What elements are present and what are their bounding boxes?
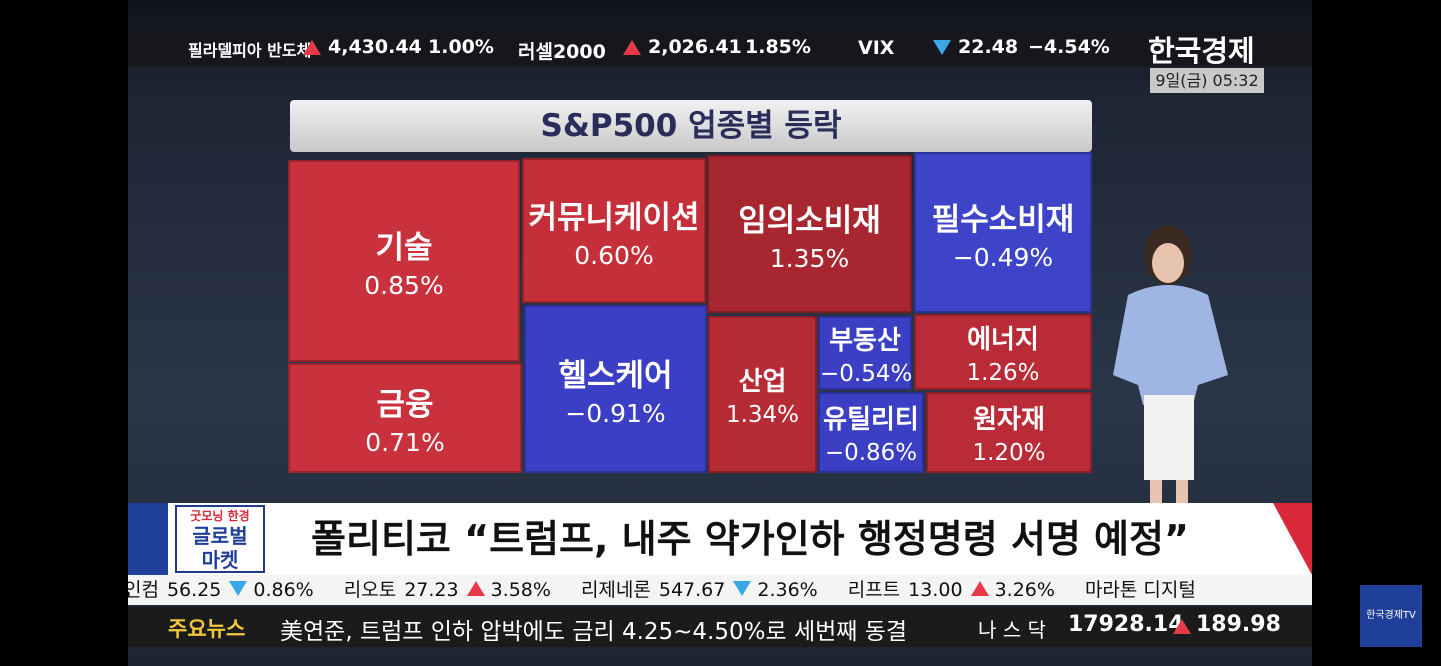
cell-value: −0.91% xyxy=(565,399,666,428)
headline: 폴리티코 “트럼프, 내주 약가인하 행정명령 서명 예정” xyxy=(311,517,1189,561)
stock-name: 리프트 xyxy=(847,579,901,601)
treemap-title: S&P500 업종별 등락 xyxy=(290,100,1092,152)
ticker-value: 2,026.41 xyxy=(648,36,742,58)
treemap-cell: 필수소비재 −0.49% xyxy=(914,152,1092,313)
cell-label: 유틸리티 xyxy=(823,405,919,435)
badge-line: 글로벌 xyxy=(192,524,248,548)
arrow-up xyxy=(970,581,989,596)
ticker-value: 22.48 xyxy=(958,36,1019,58)
treemap-cell: 커뮤니케이션 0.60% xyxy=(522,158,706,303)
treemap-cell: 헬스케어 −0.91% xyxy=(524,305,707,473)
ticker-value: 4,430.44 xyxy=(328,36,422,58)
index-name: 나 스 닥 xyxy=(978,618,1046,642)
side-logo: 한국경제TV xyxy=(1360,585,1422,647)
cell-label: 필수소비재 xyxy=(931,201,1075,238)
headline-accent xyxy=(1273,503,1312,575)
top-ticker: 필라델피아 반도체 4,430.44 1.00% 러셀2000 2,026.41 1.85… xyxy=(128,30,1312,66)
cell-value: 0.71% xyxy=(365,428,445,457)
cell-label: 에너지 xyxy=(967,324,1039,355)
stock-ticker: 인컴 56.25 0.86% 리오토 27.23 3.58% 리제네론 547.67 2.36%… xyxy=(128,575,1312,605)
treemap-cell: 유틸리티 −0.86% xyxy=(818,392,924,473)
presenter xyxy=(1113,225,1228,505)
ticker-name: VIX xyxy=(858,37,895,59)
cell-label: 원자재 xyxy=(973,405,1045,435)
headline-bar xyxy=(128,503,1312,575)
stock-price: 13.00 xyxy=(908,579,963,601)
treemap-cell: 금융 0.71% xyxy=(288,363,522,473)
ticker-change: −4.54% xyxy=(1028,36,1110,58)
arrow-up xyxy=(466,581,485,596)
stock-price: 56.25 xyxy=(166,579,222,601)
stock-name: 인컴 xyxy=(128,579,159,601)
arrow-down xyxy=(733,581,752,596)
treemap-cell: 에너지 1.26% xyxy=(914,314,1092,390)
logo: 한국경제 xyxy=(1148,34,1255,68)
cell-label: 커뮤니케이션 xyxy=(528,199,700,236)
arrow-up xyxy=(623,40,641,55)
stock-item: 리오토 27.23 3.58% xyxy=(344,575,551,605)
cell-label: 임의소비재 xyxy=(738,203,881,239)
cell-value: −0.54% xyxy=(820,360,913,387)
cell-value: 1.20% xyxy=(972,440,1046,466)
news-label: 주요뉴스 xyxy=(168,617,246,641)
badge-line: 굿모닝 한경 xyxy=(190,509,250,523)
cell-label: 산업 xyxy=(738,367,787,397)
badge-line: 마켓 xyxy=(201,548,239,572)
cell-label: 부동산 xyxy=(829,325,901,356)
index-change: 189.98 xyxy=(1196,612,1281,637)
treemap-cell: 산업 1.34% xyxy=(708,316,817,473)
stock-item: 리프트 13.00 3.26% xyxy=(848,575,1055,605)
treemap-cell: 원자재 1.20% xyxy=(926,392,1092,473)
ticker-change: 1.85% xyxy=(745,36,811,58)
arrow-down xyxy=(933,40,951,55)
index-value: 17928.14 xyxy=(1068,612,1184,637)
cell-value: −0.49% xyxy=(952,242,1054,272)
time: 9일(금) 05:32 xyxy=(1150,68,1264,93)
cell-value: 0.85% xyxy=(364,271,444,300)
stock-change: 2.36% xyxy=(757,579,818,601)
stock-change: 3.58% xyxy=(490,579,551,601)
headline-accent-left xyxy=(128,503,168,575)
treemap-cell: 임의소비재 1.35% xyxy=(707,155,912,313)
stock-change: 0.86% xyxy=(253,579,314,601)
cell-label: 헬스케어 xyxy=(558,358,673,394)
cell-value: 1.34% xyxy=(725,402,800,428)
cell-value: −0.86% xyxy=(824,440,918,466)
stock-change: 3.26% xyxy=(994,579,1055,601)
ticker-change: 1.00% xyxy=(428,36,494,58)
arrow-up xyxy=(1173,619,1191,634)
news-text: 美연준, 트럼프 인하 압박에도 금리 4.25~4.50%로 세번째 동결 xyxy=(280,619,908,645)
stock-item: 마라톤 디지털 xyxy=(1085,575,1204,605)
ticker-name: 필라델피아 반도체 xyxy=(188,41,312,60)
cell-label: 금융 xyxy=(376,387,434,423)
stock-name: 마라톤 디지털 xyxy=(1084,579,1196,601)
arrow-up xyxy=(303,40,321,55)
treemap-cell: 부동산 −0.54% xyxy=(818,316,912,390)
stock-price: 547.67 xyxy=(658,579,726,601)
stock-price: 27.23 xyxy=(404,579,459,601)
stock-item: 리제네론 547.67 2.36% xyxy=(581,575,818,605)
program-badge: 굿모닝 한경 글로벌 마켓 xyxy=(175,505,265,573)
arrow-down xyxy=(229,581,248,596)
stock-item: 인컴 56.25 0.86% xyxy=(128,575,314,605)
cell-value: 1.35% xyxy=(769,244,850,273)
ticker-name: 러셀2000 xyxy=(518,41,606,63)
cell-value: 0.60% xyxy=(574,240,654,270)
stock-name: 리오토 xyxy=(343,579,397,601)
stock-name: 리제네론 xyxy=(580,579,651,601)
treemap-cell: 기술 0.85% xyxy=(288,160,520,362)
news-bar: 주요뉴스 美연준, 트럼프 인하 압박에도 금리 4.25~4.50%로 세번째 … xyxy=(128,607,1312,647)
cell-label: 기술 xyxy=(375,230,433,266)
cell-value: 1.26% xyxy=(966,359,1040,386)
